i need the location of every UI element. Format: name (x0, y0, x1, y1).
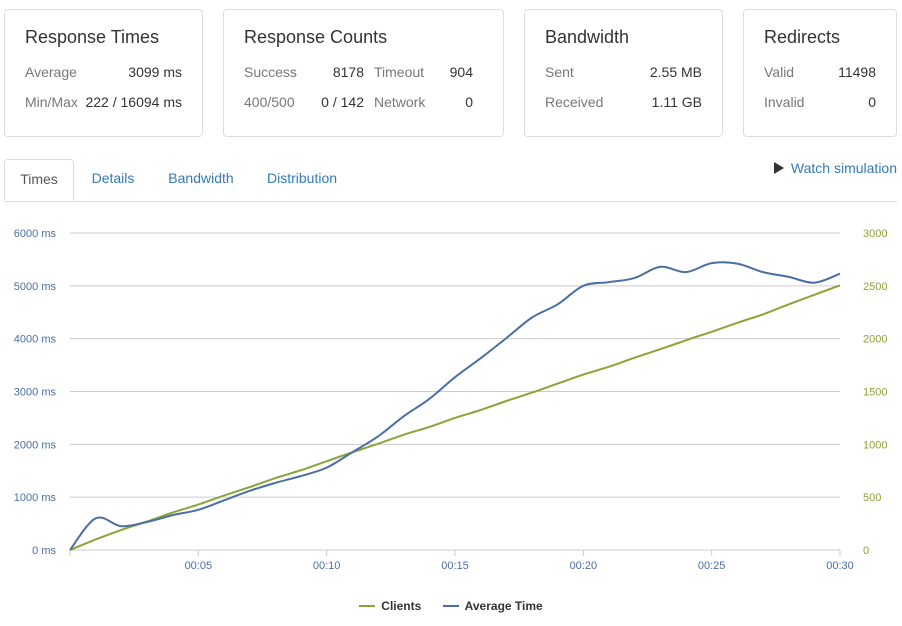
invalid-value: 0 (868, 94, 876, 110)
chart-grid (70, 232, 840, 498)
invalid-label: Invalid (764, 94, 805, 110)
response-times-title: Response Times (25, 27, 160, 47)
right-tick-label: 0 (863, 545, 869, 557)
series-line-clients (69, 284, 841, 551)
left-tick-label: 3000 ms (14, 387, 57, 399)
minmax-value: 222 / 16094 ms (85, 94, 182, 110)
times-chart: 0 ms 1000 ms 2000 ms 3000 ms 4000 ms 5000 ms 6… (14, 228, 888, 572)
response-counts-title: Response Counts (244, 27, 388, 47)
valid-label: Valid (764, 64, 795, 80)
valid-value: 11498 (838, 64, 876, 80)
tab-bandwidth[interactable]: Bandwidth (168, 170, 234, 186)
tab-distribution[interactable]: Distribution (266, 170, 338, 186)
left-tick-label: 6000 ms (14, 228, 57, 240)
x-tick-label: 00:10 (313, 560, 341, 572)
left-tick-label: 1000 ms (14, 492, 57, 504)
x-axis: 00:05 00:10 00:15 00:20 00:25 00:30 (69, 549, 854, 572)
average-label: Average (25, 64, 77, 80)
left-tick-label: 0 ms (32, 545, 56, 557)
timeout-value: 904 (449, 64, 473, 80)
x-tick-label: 00:15 (441, 560, 469, 572)
chart-tabs: Times Details Bandwidth Distribution (4, 159, 897, 202)
minmax-label: Min/Max (25, 94, 78, 110)
right-tick-label: 1500 (863, 387, 887, 399)
average-value: 3099 ms (128, 64, 182, 80)
received-value: 1.11 GB (651, 94, 702, 110)
legend-label-average-time: Average Time (464, 599, 543, 613)
legend-item-clients[interactable]: Clients (359, 599, 421, 613)
bandwidth-title: Bandwidth (545, 27, 630, 47)
tab-details[interactable]: Details (91, 170, 135, 186)
watch-simulation-link[interactable]: Watch simulation (773, 158, 897, 178)
x-tick-label: 00:30 (826, 560, 854, 572)
left-axis: 0 ms 1000 ms 2000 ms 3000 ms 4000 ms 5000 ms 6… (14, 228, 57, 557)
chart-legend: Clients Average Time (0, 596, 902, 613)
received-label: Received (545, 94, 604, 110)
http-errors-label: 400/500 (244, 94, 295, 110)
bandwidth-card: Bandwidth Sent 2.55 MB Received 1.11 GB (524, 9, 723, 137)
play-icon (773, 162, 784, 174)
redirects-title: Redirects (764, 27, 841, 47)
tab-times[interactable]: Times (4, 159, 74, 201)
legend-swatch-clients (359, 605, 376, 607)
response-times-card: Response Times Average 3099 ms Min/Max 2… (4, 9, 203, 137)
right-tick-label: 2500 (863, 281, 887, 293)
sent-value: 2.55 MB (649, 64, 702, 80)
left-tick-label: 4000 ms (14, 334, 57, 346)
right-tick-label: 2000 (863, 334, 887, 346)
right-tick-label: 500 (863, 492, 881, 504)
network-value: 0 (465, 94, 473, 110)
sent-label: Sent (545, 64, 574, 80)
chart-series (69, 261, 841, 551)
right-tick-label: 1000 (863, 439, 887, 451)
left-tick-label: 5000 ms (14, 281, 57, 293)
x-tick-label: 00:05 (185, 560, 213, 572)
redirects-card: Redirects Valid 11498 Invalid 0 (743, 9, 897, 137)
success-label: Success (244, 64, 297, 80)
left-tick-label: 2000 ms (14, 439, 57, 451)
http-errors-value: 0 / 142 (321, 94, 364, 110)
success-value: 8178 (332, 64, 364, 80)
legend-label-clients: Clients (381, 599, 422, 613)
response-counts-card: Response Counts Success 8178 Timeout 904… (223, 9, 504, 137)
timeout-label: Timeout (374, 64, 425, 80)
right-tick-label: 3000 (863, 228, 887, 240)
watch-simulation-label: Watch simulation (790, 160, 897, 176)
legend-swatch-average-time (442, 605, 459, 607)
network-label: Network (374, 94, 426, 110)
legend-item-average-time[interactable]: Average Time (442, 599, 543, 613)
x-tick-label: 00:20 (570, 560, 598, 572)
right-axis: 0 500 1000 1500 2000 2500 3000 (863, 228, 887, 557)
series-line-average-time (69, 261, 841, 551)
x-tick-label: 00:25 (698, 560, 726, 572)
